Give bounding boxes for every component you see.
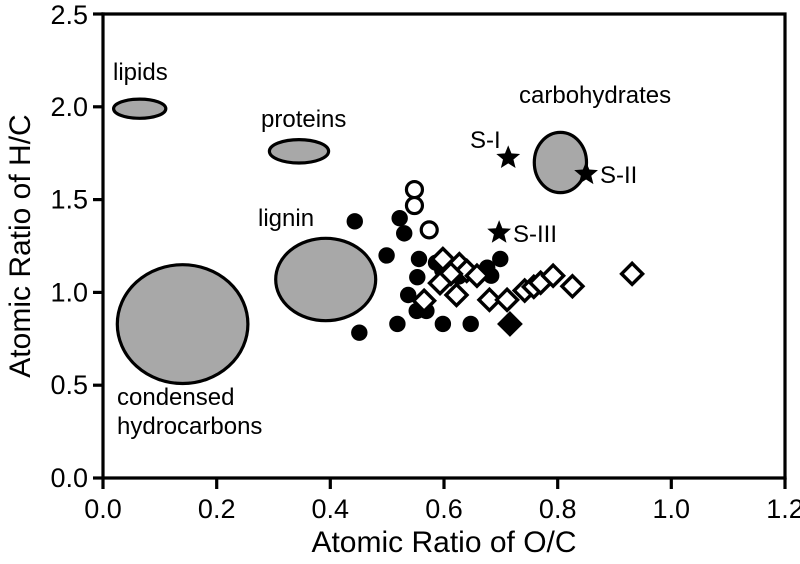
data-point-filled-circle (351, 324, 368, 341)
data-markers-layer (346, 145, 646, 341)
sample-label-s1: S-I (470, 127, 501, 154)
y-tick-label: 2.5 (50, 0, 88, 30)
data-point-filled-circle (409, 268, 426, 286)
data-point-open-diamond (494, 286, 520, 313)
y-tick-label: 2.0 (50, 92, 88, 122)
composition-regions (111, 97, 589, 386)
data-point-star-s-i (496, 145, 521, 168)
x-tick-label: 0.8 (539, 494, 577, 524)
region-lignin (274, 236, 378, 323)
data-point-open-circle (404, 179, 425, 200)
y-tick-label: 1.5 (50, 185, 88, 215)
data-point-open-diamond (559, 273, 586, 300)
sample-label-s2: S-II (600, 162, 637, 189)
data-point-filled-circle (492, 250, 509, 268)
y-axis-title: Atomic Ratio of H/C (4, 114, 37, 377)
x-tick-label: 1.0 (653, 494, 691, 524)
x-axis-ticks (101, 478, 787, 489)
data-point-filled-circle (482, 267, 500, 284)
region-condensed-hydrocarbons (115, 263, 250, 386)
data-point-open-diamond (427, 270, 453, 297)
sample-label-s3: S-III (513, 221, 557, 248)
data-point-star-s-iii (487, 220, 512, 243)
region-label-lipids: lipids (113, 59, 168, 86)
x-tick-label: 0.6 (425, 494, 463, 524)
data-point-open-diamond (411, 287, 438, 314)
x-tick-label: 0.4 (312, 494, 350, 524)
data-point-open-diamond (464, 262, 490, 289)
y-axis-ticks (93, 12, 103, 480)
y-tick-label: 1.0 (50, 277, 88, 307)
data-point-filled-circle (462, 315, 479, 333)
data-point-filled-circle (378, 247, 395, 264)
data-point-filled-circle (396, 225, 413, 242)
x-tick-label: 0.0 (84, 494, 122, 524)
data-point-open-circle (419, 220, 439, 240)
y-tick-label: 0.0 (50, 463, 88, 493)
y-tick-label: 0.5 (50, 370, 88, 400)
data-point-filled-circle (346, 213, 363, 230)
region-label-carbohydrates: carbohydrates (519, 82, 671, 109)
region-carbohydrates (532, 130, 589, 195)
data-point-open-diamond (619, 260, 646, 287)
region-label-lignin: lignin (258, 205, 314, 232)
data-point-star-s-ii (574, 161, 598, 185)
y-tick-labels: 0.0 0.5 1.0 1.5 2.0 2.5 (50, 0, 88, 493)
axis-frame-top-right (101, 12, 787, 480)
x-tick-labels: 0.0 0.2 0.4 0.6 0.8 1.0 1.2 (84, 494, 800, 524)
region-labels: lipids proteins lignin condensed hydroca… (113, 59, 671, 440)
data-point-open-diamond (540, 262, 567, 289)
x-tick-label: 0.2 (198, 494, 236, 524)
data-point-open-circle (404, 195, 425, 216)
x-axis-title: Atomic Ratio of O/C (311, 526, 576, 559)
region-label-condensed-hydrocarbons-line2: hydrocarbons (117, 413, 262, 440)
data-point-filled-circle (410, 250, 428, 268)
data-point-filled-circle (399, 286, 417, 304)
data-point-filled-circle (389, 315, 406, 333)
data-point-open-diamond (443, 282, 470, 308)
region-label-proteins: proteins (261, 106, 346, 133)
data-point-filled-diamond (497, 311, 523, 337)
sample-labels: S-I S-II S-III (470, 127, 637, 248)
region-label-condensed-hydrocarbons-line1: condensed (117, 384, 234, 411)
data-point-filled-circle (391, 209, 408, 227)
data-point-filled-circle (434, 315, 452, 333)
data-point-open-diamond (476, 286, 503, 313)
x-tick-label: 1.2 (766, 494, 800, 524)
region-proteins (267, 138, 331, 165)
region-lipids (111, 97, 168, 120)
